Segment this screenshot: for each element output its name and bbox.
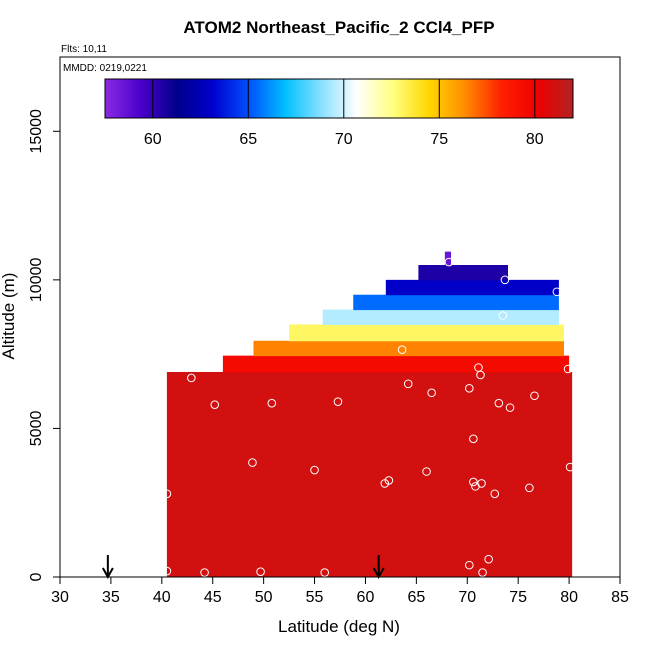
colorbar-tick-label: 75 [430,131,448,148]
sample-point [422,467,431,476]
sample-point [565,462,575,472]
colorbar-ticks: 60 65 70 75 80 [144,79,544,148]
sample-point [478,568,487,577]
y-axis-label: Altitude (m) [0,273,18,360]
field-band [166,371,573,578]
x-tick-label: 50 [255,589,273,606]
sample-point [484,554,493,564]
sample-point [333,397,343,406]
field-band [418,265,508,281]
sample-point [530,391,539,401]
field-band [222,355,570,373]
sample-point [267,398,277,408]
sample-point [210,400,220,409]
field-band [353,294,559,311]
sample-point [500,275,510,285]
x-tick-label: 80 [560,589,578,606]
x-tick-label: 55 [306,589,324,606]
sample-point [563,364,573,374]
colorbar-tick-label: 70 [335,131,353,148]
sample-point [465,384,474,393]
sample-point [187,373,196,383]
chart-title: ATOM2 Northeast_Pacific_2 CCl4_PFP [183,18,494,37]
x-tick-label: 30 [51,589,69,606]
y-axis: 0 5000 10000 15000 [28,109,60,581]
field-band [385,279,559,296]
field-band [289,324,564,342]
sample-point [525,483,534,493]
x-tick-label: 45 [204,589,222,606]
sample-point [256,567,265,576]
field-band [253,340,565,357]
sample-point [469,434,478,444]
sample-point [465,560,474,570]
field-band [322,309,559,325]
sample-point [162,566,172,576]
sample-points [162,257,575,577]
sample-point [403,379,413,389]
sample-point [320,568,330,577]
sample-point [444,257,454,267]
y-tick-label: 10000 [28,258,45,303]
x-axis: 30 35 40 45 50 55 60 65 70 75 80 85 [51,577,629,606]
sample-point [477,479,486,488]
concentration-field [166,251,573,578]
y-tick-label: 15000 [28,109,45,154]
colorbar-gradient [104,78,574,119]
y-tick-label: 0 [28,572,45,581]
dates-label: MMDD: 0219,0221 [63,63,147,74]
sample-point [384,476,394,485]
x-tick-label: 70 [458,589,476,606]
flights-label: Flts: 10,11 [61,44,107,55]
y-tick-label: 5000 [28,411,45,447]
colorbar-tick-label: 60 [144,131,162,148]
sample-point [552,287,562,297]
colorbar [104,78,574,119]
sample-point [427,388,436,398]
sample-point [200,568,209,577]
x-tick-label: 60 [357,589,375,606]
colorbar-tick-label: 65 [239,131,257,148]
sample-point [310,465,319,475]
x-tick-label: 35 [102,589,120,606]
x-tick-label: 65 [407,589,425,606]
sample-point [490,489,500,499]
sample-point [494,398,504,408]
sample-point [248,458,257,467]
sample-point [476,370,485,380]
sample-point [469,477,478,487]
x-tick-label: 85 [611,589,629,606]
x-tick-label: 75 [509,589,527,606]
colorbar-tick-label: 80 [526,131,544,148]
plot-frame [59,56,621,578]
sample-point [397,345,407,354]
x-axis-label: Latitude (deg N) [278,617,400,636]
x-tick-label: 40 [153,589,171,606]
sample-point [498,311,508,320]
sample-point [162,489,172,499]
sample-point [505,403,515,412]
